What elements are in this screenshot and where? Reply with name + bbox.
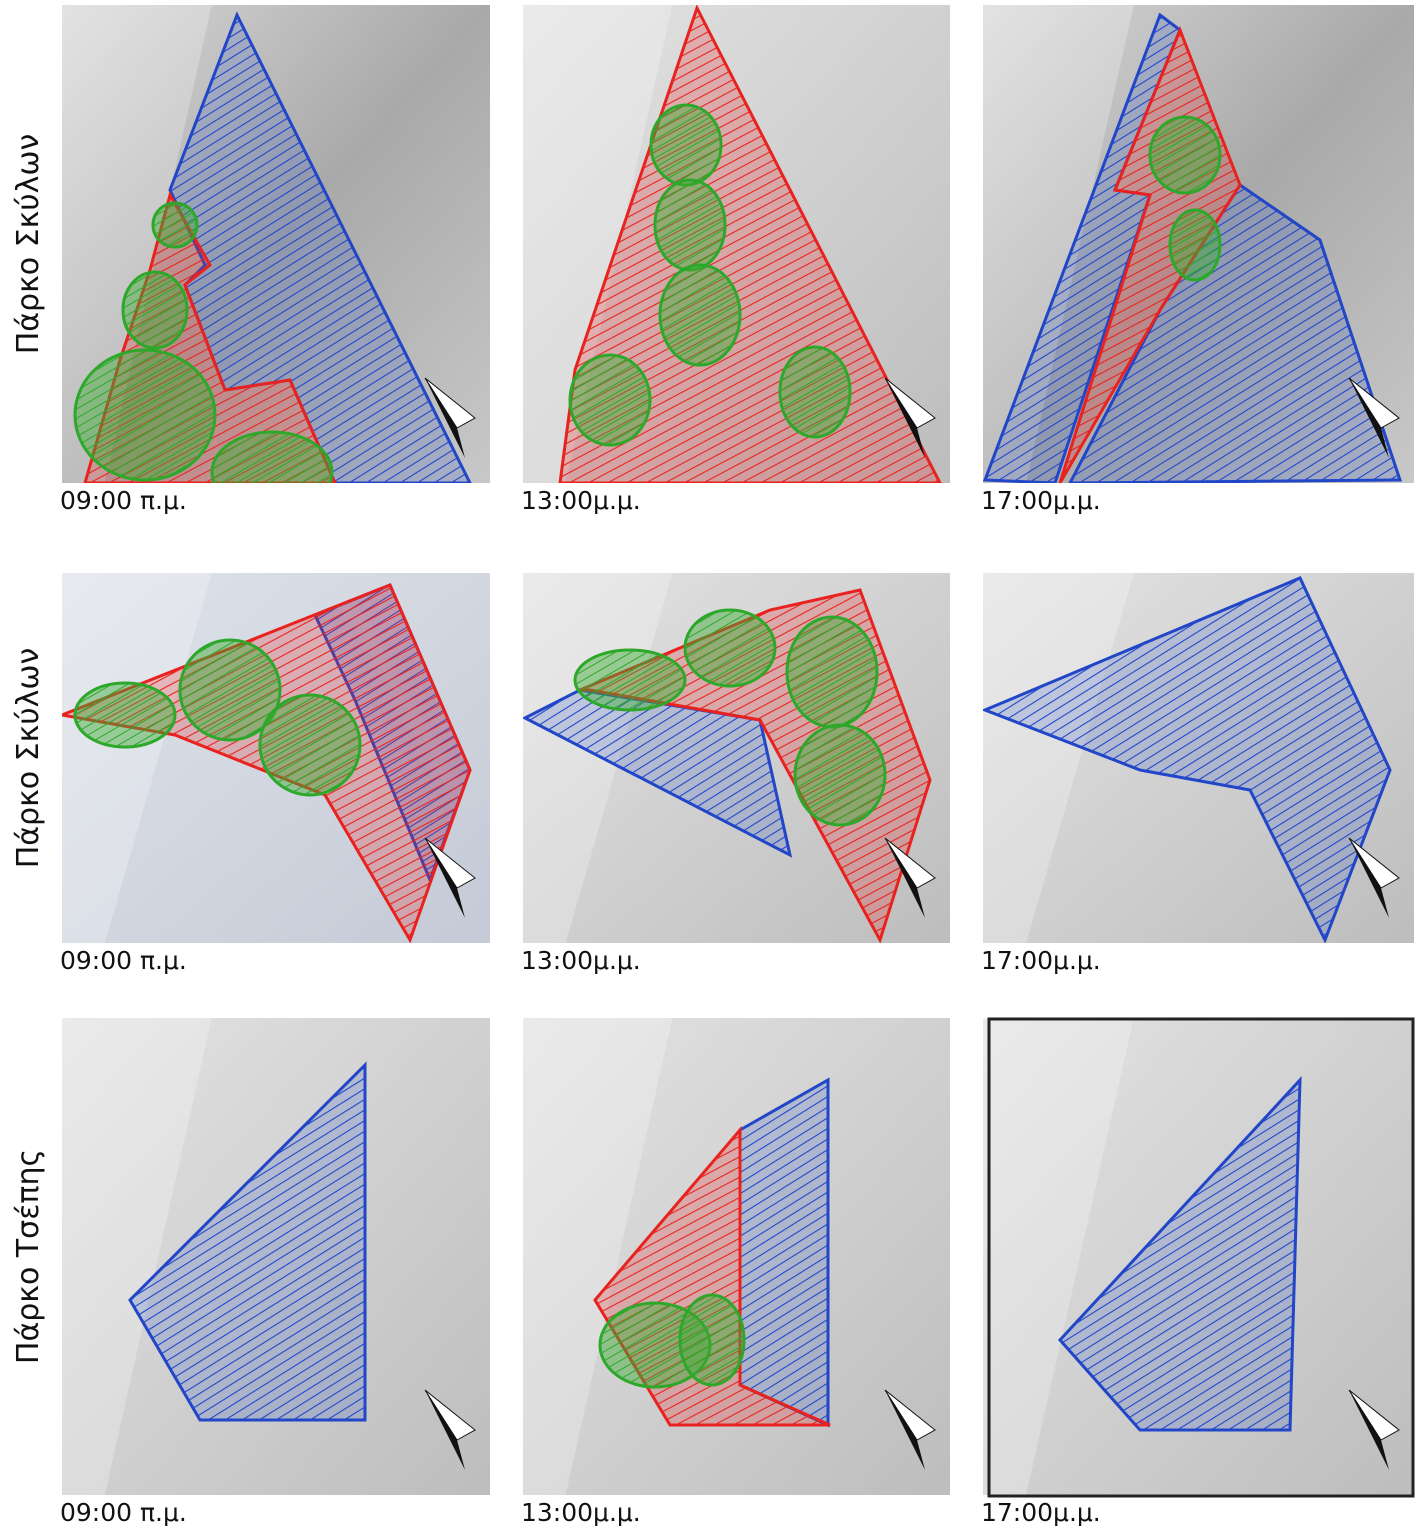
- north-arrow-light: [424, 377, 476, 429]
- building-block: [523, 5, 673, 483]
- shade-zone: [983, 576, 1392, 943]
- north-arrow-light: [424, 837, 476, 889]
- tree-canopy: [653, 178, 727, 272]
- shade-zone: [128, 1061, 367, 1422]
- tree-canopy: [1148, 115, 1222, 195]
- tree-canopy: [73, 348, 217, 482]
- north-arrow-light: [1348, 1389, 1400, 1441]
- panel: 09:00 π.μ.: [60, 5, 490, 515]
- tree-canopy: [658, 263, 742, 367]
- building-block: [983, 5, 1134, 483]
- row-label: Πάρκο Σκύλων: [11, 134, 46, 355]
- panel-content: [983, 1018, 1414, 1495]
- panel: 09:00 π.μ.: [60, 573, 490, 975]
- tree-canopy: [568, 353, 652, 447]
- tree-canopy: [793, 723, 887, 827]
- north-arrow-light: [1348, 837, 1400, 889]
- panel: 17:00μ.μ.: [981, 573, 1414, 975]
- north-arrow-light: [884, 377, 936, 429]
- building-block: [62, 573, 212, 943]
- tree-canopy: [778, 345, 852, 439]
- panel-content: [983, 5, 1414, 483]
- north-arrow-light: [424, 1389, 476, 1441]
- time-caption: 13:00μ.μ.: [521, 486, 641, 515]
- panel-content: [62, 1018, 490, 1495]
- time-caption: 09:00 π.μ.: [60, 1498, 187, 1526]
- building-block: [983, 1018, 1134, 1495]
- time-caption: 17:00μ.μ.: [981, 946, 1101, 975]
- panel: 17:00μ.μ.: [981, 1017, 1415, 1527]
- north-arrow-light: [884, 1389, 936, 1441]
- tree-canopy: [785, 615, 879, 729]
- north-arrow-light: [1348, 377, 1400, 429]
- row-label: Πάρκο Τσέπης: [11, 1149, 46, 1364]
- panel: 13:00μ.μ.: [521, 1018, 950, 1527]
- tree-canopy: [1168, 208, 1222, 282]
- panel-content: [523, 1018, 950, 1495]
- time-caption: 09:00 π.μ.: [60, 946, 187, 975]
- panel-content: [523, 5, 950, 483]
- panel-content: [983, 573, 1414, 943]
- time-caption: 17:00μ.μ.: [981, 486, 1101, 515]
- shade-zone: [1057, 1076, 1302, 1432]
- panel: 17:00μ.μ.: [981, 5, 1414, 515]
- tree-canopy: [678, 1293, 746, 1387]
- building-block: [62, 5, 212, 483]
- panel-content: [523, 573, 950, 943]
- building-block: [62, 1018, 212, 1495]
- tree-canopy: [73, 681, 177, 749]
- tree-canopy: [178, 638, 282, 742]
- panel-content: [62, 573, 490, 943]
- time-caption: 13:00μ.μ.: [521, 946, 641, 975]
- building-block: [523, 1018, 673, 1495]
- time-caption: 13:00μ.μ.: [521, 1498, 641, 1526]
- north-arrow-light: [884, 837, 936, 889]
- panel: 13:00μ.μ.: [521, 573, 950, 975]
- tree-canopy: [210, 430, 334, 483]
- panel: 09:00 π.μ.: [60, 1018, 490, 1527]
- tree-canopy: [573, 648, 687, 712]
- row-label: Πάρκο Σκύλων: [11, 648, 46, 869]
- panel-frame: [987, 1017, 1415, 1498]
- time-caption: 17:00μ.μ.: [981, 1498, 1101, 1526]
- tree-canopy: [683, 608, 777, 688]
- tree-canopy: [121, 270, 189, 350]
- tree-canopy: [151, 201, 199, 249]
- tree-canopy: [649, 103, 723, 187]
- panel-content: [62, 5, 490, 483]
- sun-zone: [558, 5, 942, 483]
- panel: 13:00μ.μ.: [521, 5, 950, 515]
- time-caption: 09:00 π.μ.: [60, 486, 187, 515]
- shade-zone: [738, 1077, 830, 1428]
- tree-canopy: [258, 693, 362, 797]
